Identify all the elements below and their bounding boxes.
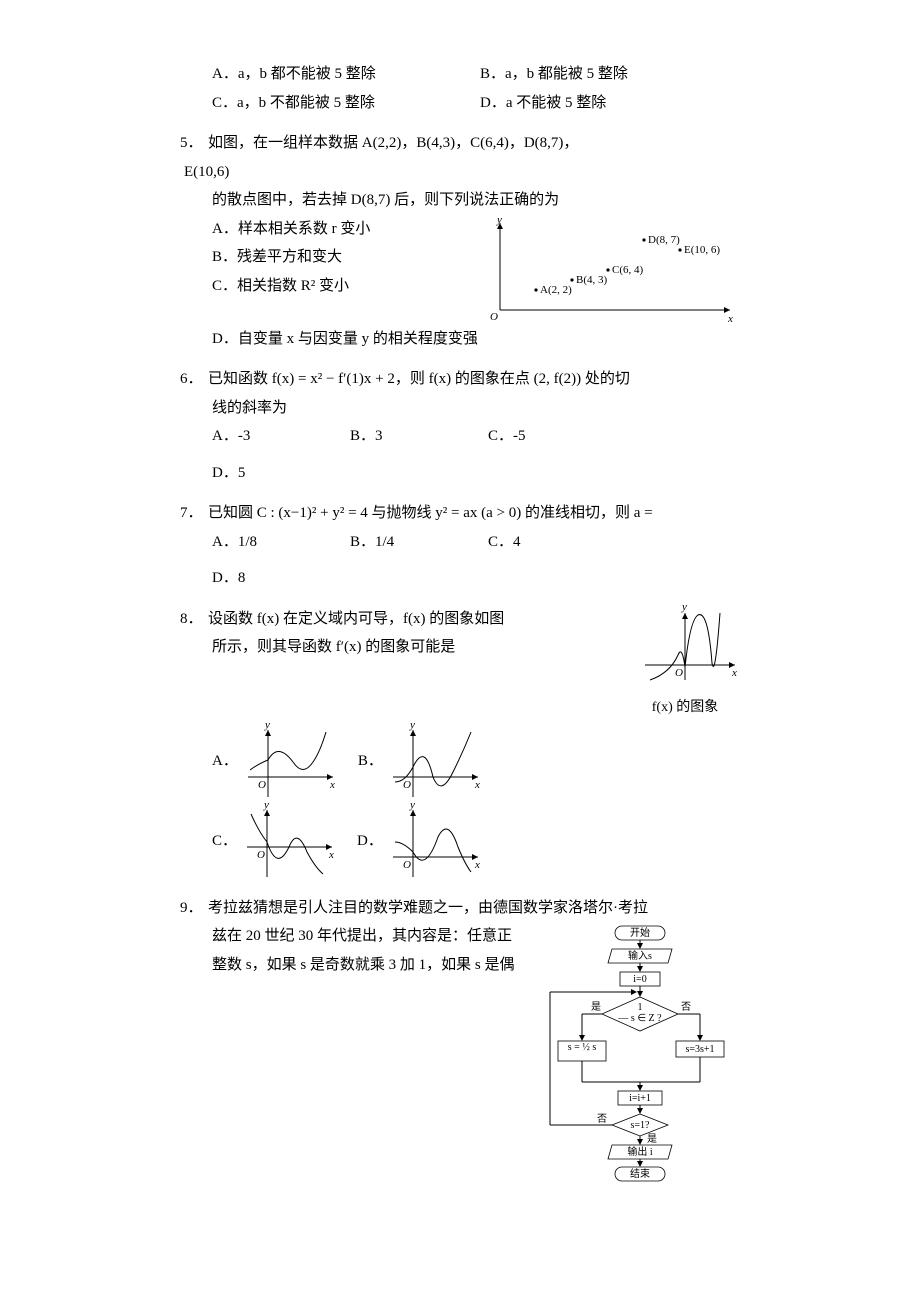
svg-text:是: 是 xyxy=(591,1001,601,1013)
svg-text:A(2, 2): A(2, 2) xyxy=(540,284,572,296)
q9-stem3: 整数 s，如果 s 是奇数就乘 3 加 1，如果 s 是偶 xyxy=(180,951,540,980)
svg-text:y: y xyxy=(264,719,270,731)
svg-text:x: x xyxy=(727,313,733,325)
svg-text:O: O xyxy=(257,849,265,861)
q6: 6． 已知函数 f(x) = x² − f′(1)x + 2，则 f(x) 的图… xyxy=(180,365,740,487)
q5-stem3: 的散点图中，若去掉 D(8,7) 后，则下列说法正确的为 xyxy=(180,186,740,215)
q7-opt-d: D．8 xyxy=(212,564,342,593)
svg-text:结束: 结束 xyxy=(630,1167,650,1180)
q8: 8． 设函数 f(x) 在定义域内可导，f(x) 的图象如图 所示，则其导函数 … xyxy=(180,605,740,882)
q6-opt-c: C．-5 xyxy=(488,422,618,451)
svg-text:y: y xyxy=(263,799,269,811)
svg-text:y: y xyxy=(681,601,687,613)
q7: 7． 已知圆 C : (x−1)² + y² = 4 与抛物线 y² = ax … xyxy=(180,499,740,593)
scatter-plot: y x O A(2, 2) B(4, 3) C(6, 4) D(8, 7) E(10, 6) xyxy=(480,215,740,325)
svg-text:x: x xyxy=(731,667,737,679)
q9-num: 9． xyxy=(180,894,208,923)
q8-graph-b: y x O xyxy=(383,722,483,802)
q8-graph-a: y x O xyxy=(238,722,338,802)
svg-text:i=i+1: i=i+1 xyxy=(629,1093,651,1104)
q5-stem2: E(10,6) xyxy=(180,158,740,187)
q9-stem1: 考拉兹猜想是引人注目的数学难题之一，由德国数学家洛塔尔·考拉 xyxy=(208,894,648,923)
flowchart: 开始 输入s i=0 1 — s ∈ Z ? 是 s = ½ s 否 xyxy=(540,922,740,1182)
svg-text:— s ∈ Z ?: — s ∈ Z ? xyxy=(617,1013,662,1024)
svg-text:x: x xyxy=(329,779,335,791)
svg-text:O: O xyxy=(403,859,411,871)
svg-text:否: 否 xyxy=(597,1113,607,1125)
q8-num: 8． xyxy=(180,605,208,634)
q6-stem1: 已知函数 f(x) = x² − f′(1)x + 2，则 f(x) 的图象在点… xyxy=(208,365,630,394)
svg-text:B(4, 3): B(4, 3) xyxy=(576,274,608,286)
q7-opt-a: A．1/8 xyxy=(212,528,342,557)
q5-num: 5． xyxy=(180,129,208,158)
q5-opt-c: C．相关指数 R² 变小 xyxy=(180,272,480,301)
q8-stem1: 设函数 f(x) 在定义域内可导，f(x) 的图象如图 xyxy=(208,605,504,634)
q5: 5． 如图，在一组样本数据 A(2,2)，B(4,3)，C(6,4)，D(8,7… xyxy=(180,129,740,353)
svg-text:i=0: i=0 xyxy=(633,974,646,985)
q7-num: 7． xyxy=(180,499,208,528)
svg-text:x: x xyxy=(328,849,334,861)
q8-opt-b-label: B． xyxy=(358,747,383,776)
q6-opt-b: B．3 xyxy=(350,422,480,451)
svg-text:输出 i: 输出 i xyxy=(627,1145,653,1158)
svg-text:O: O xyxy=(490,311,498,323)
svg-text:D(8, 7): D(8, 7) xyxy=(648,234,680,246)
svg-text:输入s: 输入s xyxy=(628,949,652,962)
q6-opt-d: D．5 xyxy=(212,459,342,488)
svg-text:O: O xyxy=(258,779,266,791)
q8-stem2: 所示，则其导函数 f′(x) 的图象可能是 xyxy=(180,633,630,662)
q5-opt-b: B．残差平方和变大 xyxy=(180,243,480,272)
svg-text:s=1?: s=1? xyxy=(631,1120,651,1131)
svg-text:O: O xyxy=(675,667,683,679)
svg-text:开始: 开始 xyxy=(630,926,650,939)
q8-opt-c-label: C． xyxy=(212,827,237,856)
q4-options: A．a，b 都不能被 5 整除 B．a，b 都能被 5 整除 C．a，b 不都能… xyxy=(180,60,740,117)
q5-opt-a: A．样本相关系数 r 变小 xyxy=(180,215,480,244)
svg-text:s = ½ s: s = ½ s xyxy=(568,1042,597,1053)
q9-stem2: 兹在 20 世纪 30 年代提出，其内容是：任意正 xyxy=(180,922,540,951)
q8-graph-c: y x O xyxy=(237,802,337,882)
svg-text:x: x xyxy=(474,859,480,871)
q7-opt-b: B．1/4 xyxy=(350,528,480,557)
svg-text:y: y xyxy=(496,214,502,226)
q9: 9． 考拉兹猜想是引人注目的数学难题之一，由德国数学家洛塔尔·考拉 兹在 20 … xyxy=(180,894,740,1183)
q6-opt-a: A．-3 xyxy=(212,422,342,451)
q4-opt-a: A．a，b 都不能被 5 整除 xyxy=(212,60,472,89)
q4-opt-d: D．a 不能被 5 整除 xyxy=(480,89,740,118)
q8-main-graph: y x O xyxy=(630,605,740,685)
svg-text:1: 1 xyxy=(638,1002,643,1013)
q8-graph-d: y x O xyxy=(383,802,483,882)
q7-stem: 已知圆 C : (x−1)² + y² = 4 与抛物线 y² = ax (a … xyxy=(208,499,653,528)
q6-stem2: 线的斜率为 xyxy=(180,394,740,423)
svg-text:是: 是 xyxy=(647,1133,657,1145)
svg-text:O: O xyxy=(403,779,411,791)
q4-opt-c: C．a，b 不都能被 5 整除 xyxy=(212,89,472,118)
q8-opt-d-label: D． xyxy=(357,827,383,856)
q8-caption: f(x) 的图象 xyxy=(630,695,740,722)
q7-opt-c: C．4 xyxy=(488,528,618,557)
svg-text:y: y xyxy=(409,799,415,811)
q8-opt-a-label: A． xyxy=(212,747,238,776)
svg-text:y: y xyxy=(409,719,415,731)
svg-text:C(6, 4): C(6, 4) xyxy=(612,264,644,276)
q4-opt-b: B．a，b 都能被 5 整除 xyxy=(480,60,740,89)
svg-text:x: x xyxy=(474,779,480,791)
svg-text:s=3s+1: s=3s+1 xyxy=(685,1044,714,1055)
q6-num: 6． xyxy=(180,365,208,394)
svg-text:否: 否 xyxy=(681,1001,691,1013)
svg-text:E(10, 6): E(10, 6) xyxy=(684,244,720,256)
q5-opt-d: D．自变量 x 与因变量 y 的相关程度变强 xyxy=(180,325,740,354)
q5-stem1: 如图，在一组样本数据 A(2,2)，B(4,3)，C(6,4)，D(8,7)， xyxy=(208,129,578,158)
